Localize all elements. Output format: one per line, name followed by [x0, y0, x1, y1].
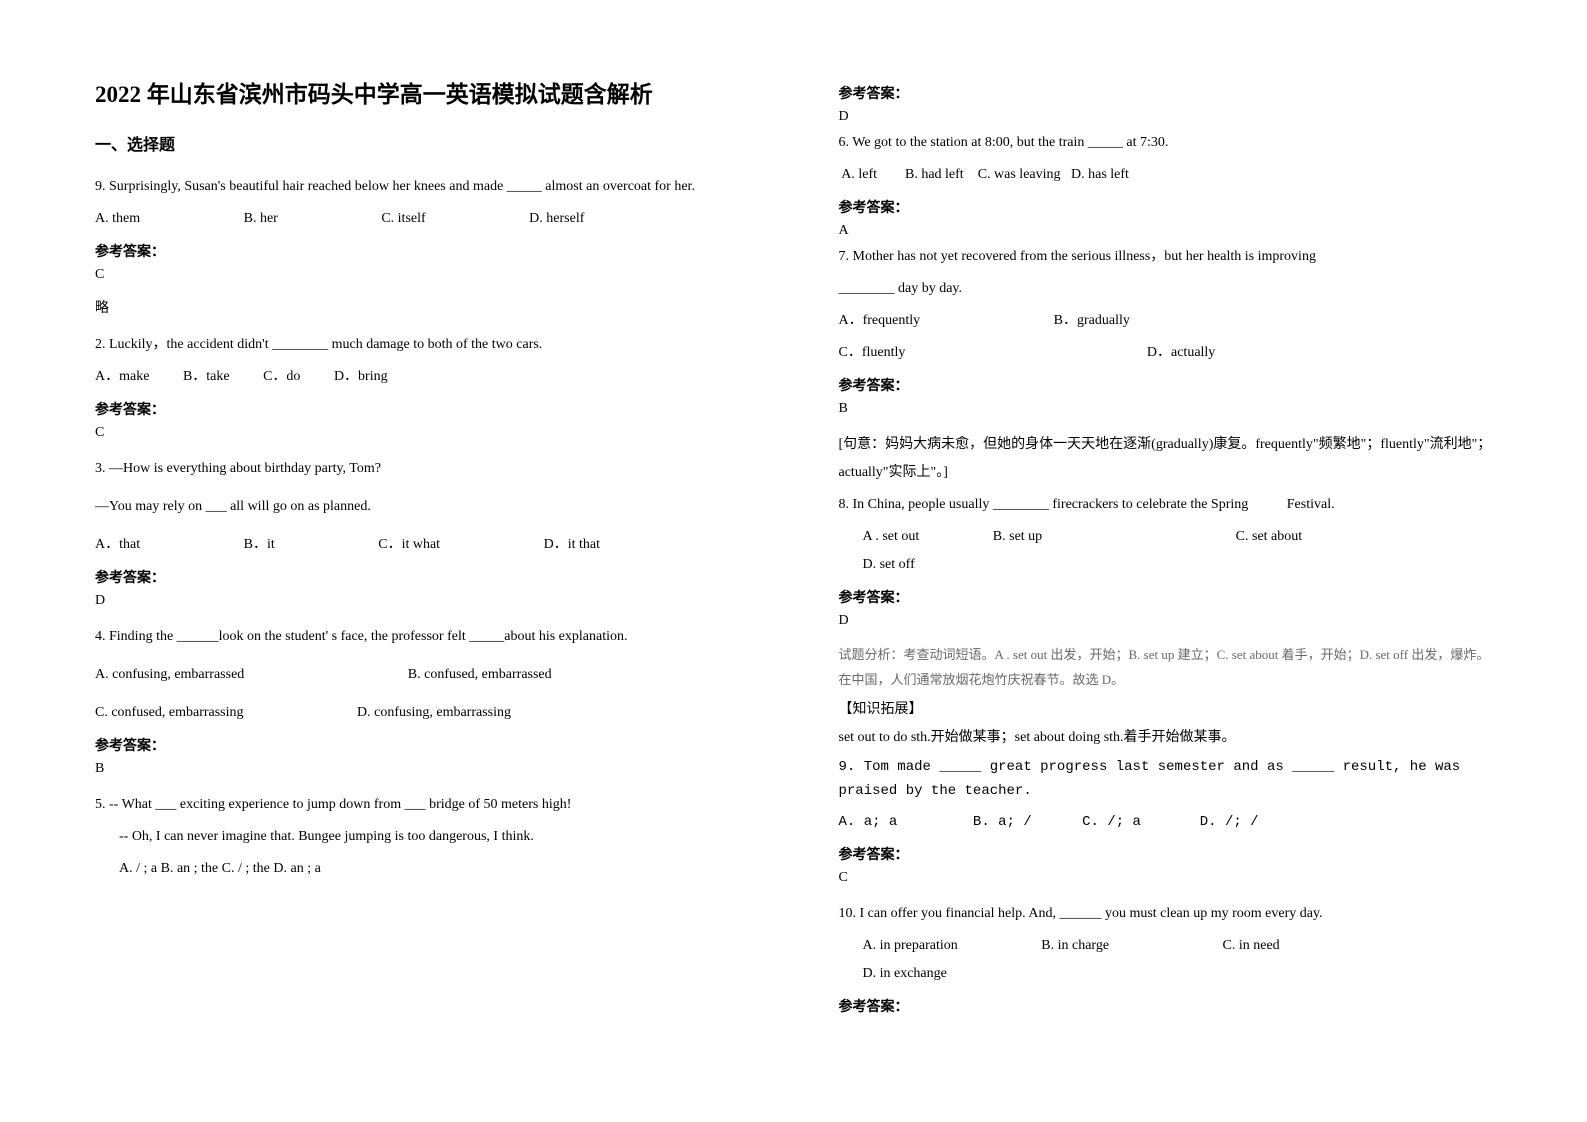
q7-opt-d: D．actually	[1147, 339, 1215, 367]
right-column: 参考答案： D 6. We got to the station at 8:00…	[794, 0, 1587, 1122]
q4-answer-label: 参考答案：	[95, 735, 749, 755]
q7-answer: B	[839, 401, 1493, 417]
q5-answer: D	[839, 109, 1493, 125]
q9-opt-b: B. her	[244, 205, 278, 233]
question-7-text2: ________ day by day.	[839, 275, 1493, 303]
q3-opt-b: B．it	[244, 531, 275, 559]
q4-opt-c: C. confused, embarrassing	[95, 699, 244, 727]
question-8-text: 8. In China, people usually ________ fir…	[839, 491, 1493, 519]
q8-opt-c: C. set about	[1236, 523, 1303, 551]
q2-answer-label: 参考答案：	[95, 399, 749, 419]
question-4-text: 4. Finding the ______look on the student…	[95, 623, 749, 651]
q4-answer: B	[95, 761, 749, 777]
q10-opt-d: D. in exchange	[863, 960, 947, 988]
q9-opt-d: D. herself	[529, 205, 584, 233]
question-6-options: A. left B. had left C. was leaving D. ha…	[839, 161, 1493, 189]
q3-opt-a: A．that	[95, 531, 140, 559]
question-8-options: A . set out B. set up C. set about D. se…	[839, 523, 1493, 579]
q8-answer: D	[839, 613, 1493, 629]
q8-explanation-2: set out to do sth.开始做某事；set about doing …	[839, 724, 1493, 752]
q10-opt-c: C. in need	[1223, 932, 1280, 960]
question-10-options: A. in preparation B. in charge C. in nee…	[839, 932, 1493, 988]
question-5-text2: -- Oh, I can never imagine that. Bungee …	[95, 823, 749, 851]
q3-opt-d: D．it that	[544, 531, 600, 559]
q8-knowledge-header: 【知识拓展】	[839, 698, 1493, 718]
q3-opt-c: C．it what	[378, 531, 440, 559]
question-7-text1: 7. Mother has not yet recovered from the…	[839, 243, 1493, 271]
q7-answer-label: 参考答案：	[839, 375, 1493, 395]
question-2-text: 2. Luckily，the accident didn't ________ …	[95, 331, 749, 359]
q8-opt-a: A . set out	[863, 523, 920, 551]
q2-answer: C	[95, 425, 749, 441]
question-7-options-row1: A．frequently B．gradually	[839, 307, 1493, 335]
q9-opt-a: A. them	[95, 205, 140, 233]
left-column: 2022 年山东省滨州市码头中学高一英语模拟试题含解析 一、选择题 9. Sur…	[0, 0, 794, 1122]
question-4-options-row1: A. confusing, embarrassed B. confused, e…	[95, 661, 749, 689]
q9b-answer-label: 参考答案：	[839, 844, 1493, 864]
question-2-options: A．make B．take C．do D．bring	[95, 363, 749, 391]
question-9-options: A. them B. her C. itself D. herself	[95, 205, 749, 233]
q2-opt-a: A．make	[95, 363, 149, 391]
q8-opt-b: B. set up	[993, 523, 1042, 551]
q8-explanation-1: 试题分析：考查动词短语。A . set out 出发，开始；B. set up …	[839, 643, 1493, 692]
question-9-text: 9. Surprisingly, Susan's beautiful hair …	[95, 173, 749, 201]
question-5-options: A. / ; a B. an ; the C. / ; the D. an ; …	[95, 855, 749, 883]
q8-opt-d: D. set off	[863, 551, 915, 579]
q2-opt-b: B．take	[183, 363, 230, 391]
question-4-options-row2: C. confused, embarrassing D. confusing, …	[95, 699, 749, 727]
q7-explanation: [句意：妈妈大病未愈，但她的身体一天天地在逐渐(gradually)康复。fre…	[839, 431, 1493, 487]
q2-opt-d: D．bring	[334, 363, 388, 391]
q10-opt-a: A. in preparation	[863, 932, 958, 960]
q2-opt-c: C．do	[263, 363, 300, 391]
q3-answer: D	[95, 593, 749, 609]
question-10-text: 10. I can offer you financial help. And,…	[839, 900, 1493, 928]
q9-opt-c: C. itself	[381, 205, 425, 233]
question-3-text2: —You may rely on ___ all will go on as p…	[95, 493, 749, 521]
q3-answer-label: 参考答案：	[95, 567, 749, 587]
question-3-text1: 3. —How is everything about birthday par…	[95, 455, 749, 483]
question-9b-text: 9. Tom made _____ great progress last se…	[839, 756, 1493, 804]
document-title: 2022 年山东省滨州市码头中学高一英语模拟试题含解析	[95, 75, 749, 109]
q7-opt-b: B．gradually	[1054, 307, 1130, 335]
q9-note: 略	[95, 297, 749, 317]
section-header: 一、选择题	[95, 131, 749, 155]
q7-opt-a: A．frequently	[839, 307, 921, 335]
q6-answer-label: 参考答案：	[839, 197, 1493, 217]
q8-answer-label: 参考答案：	[839, 587, 1493, 607]
q5-answer-label: 参考答案：	[839, 83, 1493, 103]
question-7-options-row2: C．fluently D．actually	[839, 339, 1493, 367]
q4-opt-b: B. confused, embarrassed	[408, 661, 552, 689]
question-3-options: A．that B．it C．it what D．it that	[95, 531, 749, 559]
question-6-text: 6. We got to the station at 8:00, but th…	[839, 129, 1493, 157]
q10-opt-b: B. in charge	[1041, 932, 1109, 960]
question-9b-options: A. a; a B. a; / C. /; a D. /; /	[839, 808, 1493, 836]
q10-answer-label: 参考答案：	[839, 996, 1493, 1016]
q9b-answer: C	[839, 870, 1493, 886]
question-5-text1: 5. -- What ___ exciting experience to ju…	[95, 791, 749, 819]
q4-opt-a: A. confusing, embarrassed	[95, 661, 244, 689]
q9-answer: C	[95, 267, 749, 283]
q9-answer-label: 参考答案：	[95, 241, 749, 261]
q4-opt-d: D. confusing, embarrassing	[357, 699, 511, 727]
q7-opt-c: C．fluently	[839, 339, 906, 367]
q6-answer: A	[839, 223, 1493, 239]
